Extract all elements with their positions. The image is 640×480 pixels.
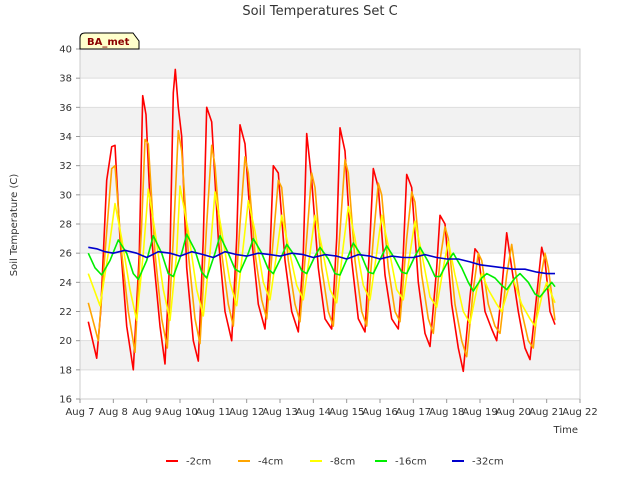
x-tick-label: Aug 17: [396, 407, 431, 418]
plot-background-bands: [80, 49, 580, 370]
x-tick-label: Aug 21: [529, 407, 564, 418]
legend-label: -16cm: [395, 457, 427, 468]
x-tick-label: Aug 22: [562, 407, 597, 418]
series-line-4cmcm: [87, 129, 556, 358]
series-lines: [87, 68, 556, 373]
legend-label: -2cm: [186, 457, 211, 468]
y-tick-label: 40: [59, 45, 72, 56]
x-tick-label: Aug 18: [429, 407, 464, 418]
x-tick-label: Aug 12: [229, 407, 264, 418]
y-tick-label: 22: [59, 307, 72, 318]
plot-band: [80, 340, 580, 370]
y-tick-label: 18: [59, 365, 72, 376]
x-tick-label: Aug 11: [196, 407, 231, 418]
site-badge-shape: [79, 32, 140, 50]
series-line-16cmcm: [87, 233, 556, 298]
x-tick-label: Aug 13: [262, 407, 297, 418]
site-badge: BA_met: [79, 32, 140, 50]
x-axis-label: Time: [553, 425, 578, 436]
site-badge-label: BA_met: [87, 37, 130, 48]
x-tick-label: Aug 14: [296, 407, 331, 418]
y-tick-label: 24: [59, 278, 72, 289]
x-tick-label: Aug 19: [462, 407, 497, 418]
y-tick-label: 34: [59, 132, 72, 143]
y-axis-ticks: 16 18 20 22 24 26 28 30 32 34 36 38 40: [59, 45, 80, 406]
y-tick-label: 32: [59, 161, 72, 172]
y-tick-label: 28: [59, 220, 72, 231]
legend-label: -32cm: [472, 457, 504, 468]
y-tick-label: 26: [59, 249, 72, 260]
plot-band: [80, 224, 580, 254]
legend-label: -4cm: [258, 457, 283, 468]
x-tick-label: Aug 8: [99, 407, 128, 418]
chart-title: Soil Temperatures Set C: [242, 4, 397, 19]
y-tick-label: 36: [59, 103, 72, 114]
plot-band: [80, 107, 580, 137]
series-line-32cmcm: [88, 246, 555, 275]
y-tick-label: 20: [59, 336, 72, 347]
y-tick-label: 30: [59, 190, 72, 201]
plot-band: [80, 49, 580, 79]
x-tick-label: Aug 9: [132, 407, 161, 418]
legend: -2cm -4cm -8cm -16cm -32cm: [166, 457, 504, 468]
y-tick-label: 16: [59, 395, 72, 406]
x-tick-label: Aug 10: [162, 407, 197, 418]
x-tick-label: Aug 7: [65, 407, 94, 418]
x-tick-label: Aug 15: [329, 407, 364, 418]
y-axis-label: Soil Temperature (C): [9, 174, 20, 277]
legend-label: -8cm: [330, 457, 355, 468]
x-tick-label: Aug 16: [362, 407, 397, 418]
y-tick-label: 38: [59, 74, 72, 85]
x-tick-label: Aug 20: [496, 407, 531, 418]
plot-band: [80, 165, 580, 195]
